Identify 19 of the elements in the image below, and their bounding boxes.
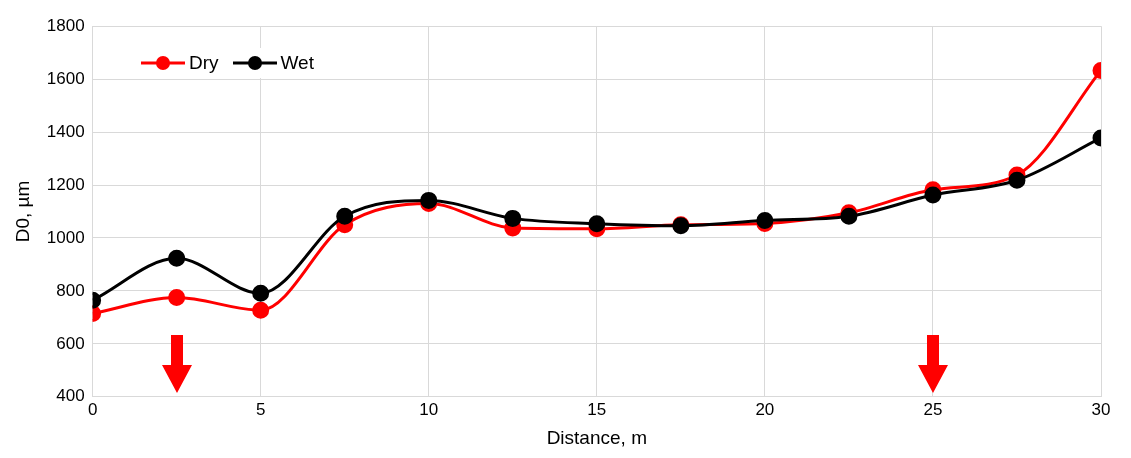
x-tick-label: 5	[255, 399, 266, 419]
y-tick-label: 1000	[46, 227, 85, 247]
y-tick-label: 1600	[46, 68, 85, 88]
x-tick-label: 0	[87, 399, 98, 419]
x-tick-label: 10	[419, 399, 439, 419]
legend-label: Wet	[280, 52, 314, 75]
y-tick-label: 1200	[46, 174, 85, 194]
y-tick-label: 1800	[46, 15, 85, 35]
x-tick-label: 30	[1091, 399, 1111, 419]
y-axis-title: D0, µm	[11, 180, 33, 243]
y-tick-label: 600	[56, 333, 85, 353]
legend-label: Dry	[188, 52, 219, 75]
y-tick-label: 800	[56, 280, 85, 300]
x-tick-label: 25	[923, 399, 943, 419]
x-tick-label: 15	[587, 399, 607, 419]
y-tick-label: 400	[56, 386, 85, 406]
x-axis-title: Distance, m	[546, 426, 647, 448]
x-tick-label: 20	[755, 399, 775, 419]
y-tick-label: 1400	[46, 121, 85, 141]
